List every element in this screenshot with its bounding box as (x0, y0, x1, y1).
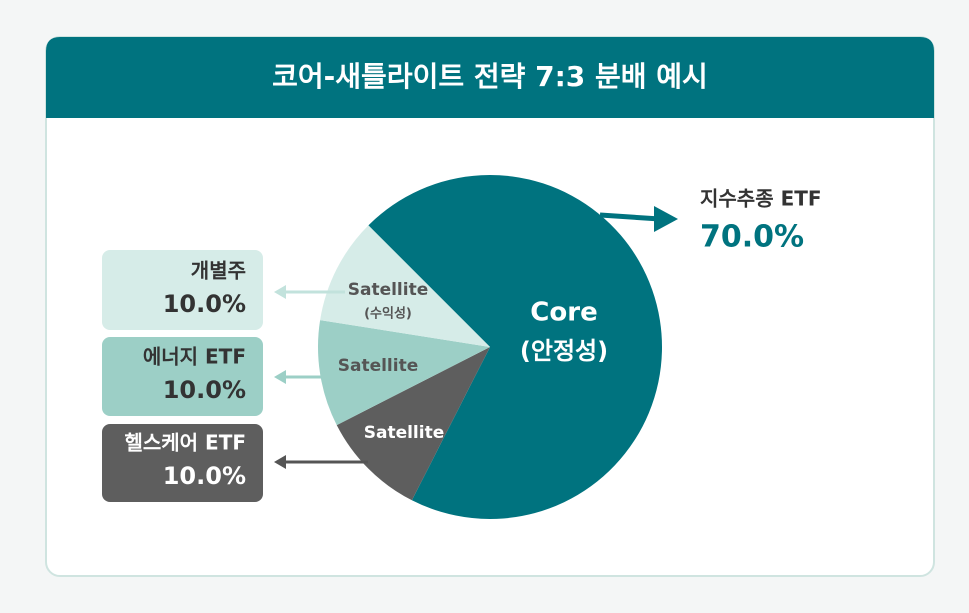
pie-slice (336, 347, 490, 501)
slice-label: Satellite (338, 356, 419, 376)
legend-value: 10.0% (163, 376, 246, 404)
slice-note: (수익성) (364, 306, 412, 322)
legend-value: 10.0% (163, 462, 246, 490)
legend-box (102, 250, 263, 330)
legend-name: 헬스케어 ETF (124, 431, 246, 455)
legend-name: 에너지 ETF (143, 345, 246, 369)
legend-value: 70.0% (700, 220, 804, 255)
pie-slice (318, 320, 490, 426)
arrow-head (274, 370, 286, 384)
legend-name: 지수추종 ETF (700, 187, 822, 211)
slice-label: Core (530, 298, 597, 328)
arrow-head (274, 455, 286, 469)
legend-box (102, 337, 263, 416)
arrow-head (654, 206, 678, 232)
chart-title: 코어-새틀라이트 전략 7:3 분배 예시 (272, 60, 708, 93)
pie-slice (320, 225, 490, 347)
header-bar (46, 37, 934, 118)
slice-label: Satellite (364, 423, 445, 443)
legend-name: 개별주 (191, 259, 246, 283)
legend-value: 10.0% (163, 290, 246, 318)
arrow-shaft (599, 212, 661, 222)
slice-label: Satellite (348, 280, 429, 300)
slice-note: (안정성) (520, 337, 608, 365)
legend-box (102, 424, 263, 502)
arrow-head (274, 285, 286, 299)
pie-slice (368, 174, 662, 519)
